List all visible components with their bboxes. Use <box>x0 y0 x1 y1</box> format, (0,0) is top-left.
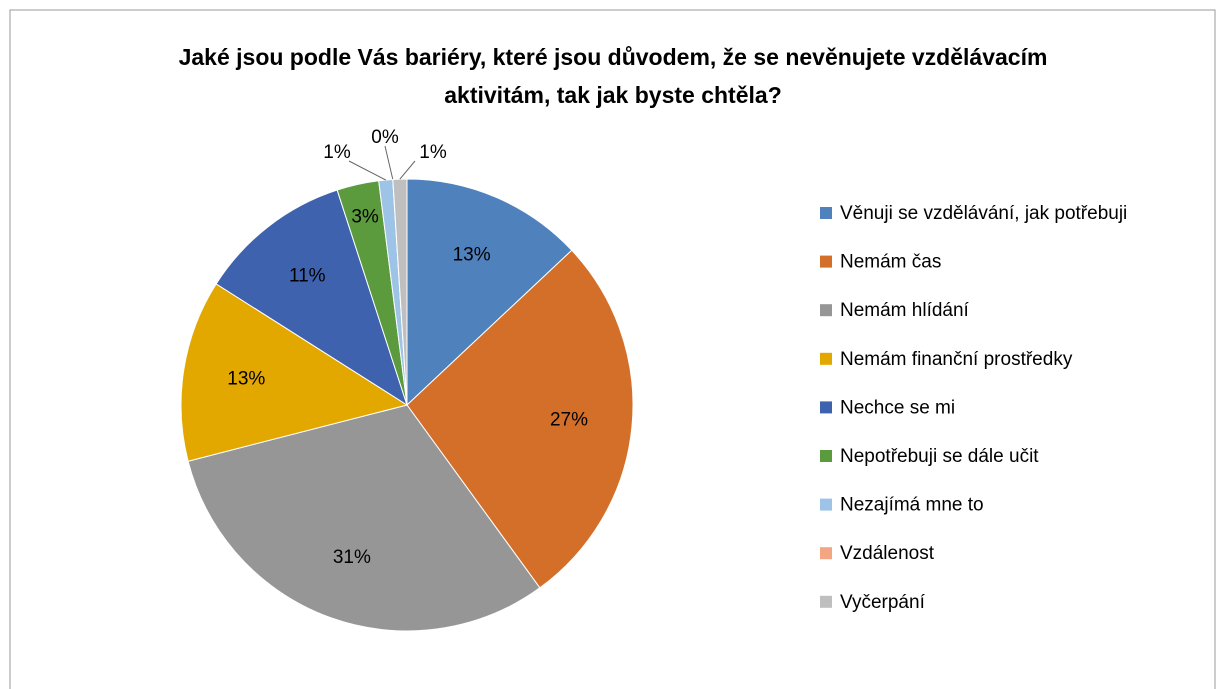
data-label: 13% <box>227 369 265 390</box>
pie-slice <box>180 283 409 462</box>
legend-label: Nezajímá mne to <box>840 495 984 516</box>
legend-swatch <box>820 547 832 560</box>
data-label: 0% <box>371 127 399 148</box>
data-label: 3% <box>351 207 379 228</box>
legend-swatch <box>820 595 832 608</box>
legend-swatch <box>820 255 832 268</box>
legend-label: Vzdálenost <box>840 543 935 564</box>
leader-line <box>384 145 394 180</box>
legend-swatch <box>820 304 832 317</box>
legend-swatch <box>820 207 832 219</box>
pie-slice <box>215 189 408 407</box>
legend-swatch <box>820 498 832 511</box>
legend-label: Vyčerpání <box>840 592 926 613</box>
data-label: 1% <box>323 142 351 163</box>
leader-line <box>348 160 386 181</box>
data-label: 13% <box>453 245 491 266</box>
data-label: 31% <box>333 547 371 568</box>
legend-label: Nemám hlídání <box>840 300 970 321</box>
legend-label: Nechce se mi <box>840 397 955 418</box>
pie-slice <box>187 404 541 632</box>
legend-swatch <box>820 450 832 462</box>
chart-title: Jaké jsou podle Vás bariéry, které jsou … <box>178 44 1048 108</box>
legend-label: Věnuji se vzdělávání, jak potřebuji <box>840 203 1127 224</box>
pie-slice <box>406 178 573 407</box>
data-label: 27% <box>550 409 588 430</box>
legend-label: Nemám finanční prostředky <box>840 349 1073 370</box>
legend-swatch <box>820 352 832 365</box>
pie-slice <box>392 178 408 406</box>
legend-label: Nepotřebuji se dále učit <box>840 446 1039 467</box>
pie-slice <box>406 249 634 589</box>
data-label: 1% <box>419 142 447 163</box>
data-label: 11% <box>289 265 326 286</box>
leader-line <box>399 160 416 180</box>
legend-swatch <box>820 401 832 414</box>
legend-label: Nemám čas <box>840 252 941 273</box>
